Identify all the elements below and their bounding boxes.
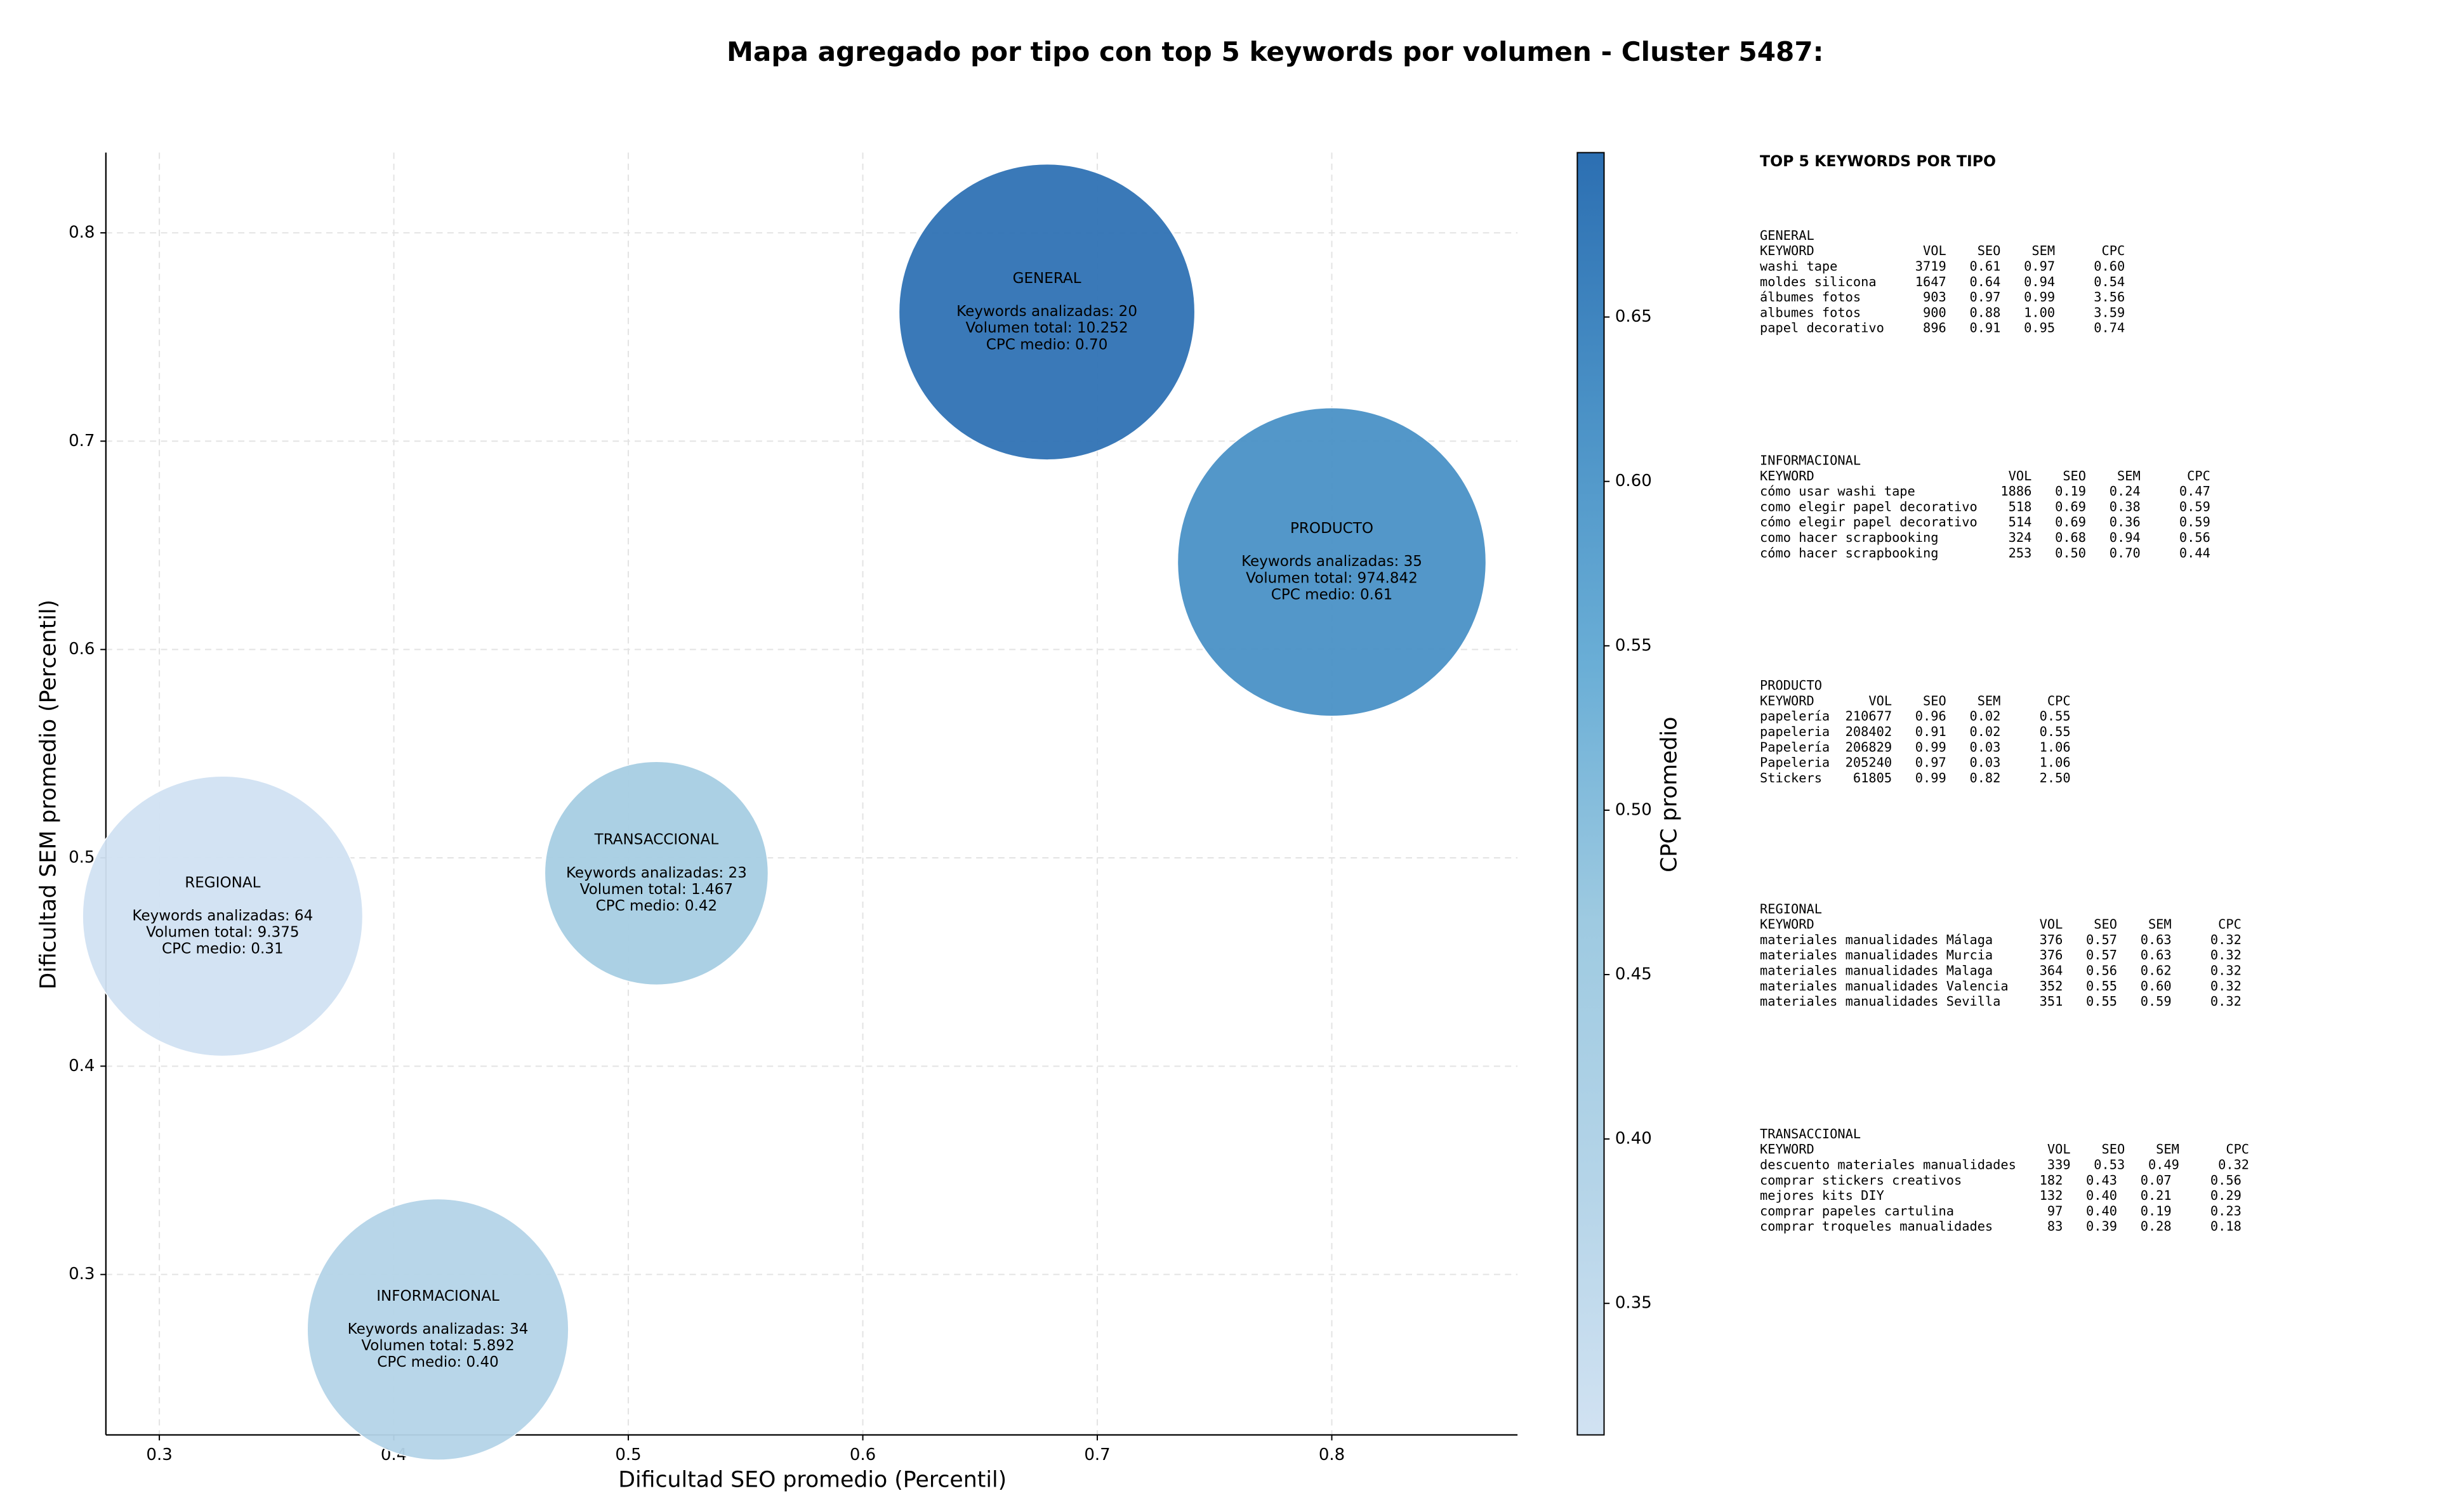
bubble-annotation: Keywords analizadas: 20: [956, 303, 1137, 320]
table-row: Papelería 206829 0.99 0.03 1.06: [1760, 739, 2071, 754]
table-row: albumes fotos 900 0.88 1.00 3.59: [1760, 305, 2125, 320]
bubble: [82, 775, 364, 1057]
table-header: KEYWORD VOL SEO SEM CPC: [1760, 693, 2071, 708]
y-tick-label: 0.5: [69, 848, 95, 867]
bubble-annotation: Keywords analizadas: 23: [566, 865, 747, 881]
section-title: TRANSACCIONAL: [1760, 1126, 1861, 1141]
bubble-annotation: Volumen total: 10.252: [966, 320, 1128, 336]
table-row: papeleria 208402 0.91 0.02 0.55: [1760, 724, 2071, 739]
x-tick-label: 0.6: [850, 1445, 876, 1464]
table-row: materiales manualidades Valencia 352 0.5…: [1760, 978, 2242, 994]
table-row: papelería 210677 0.96 0.02 0.55: [1760, 709, 2071, 724]
colorbar-tick-label: 0.60: [1615, 471, 1652, 490]
bubble-annotation: CPC medio: 0.70: [986, 336, 1108, 353]
bubble: [898, 163, 1196, 461]
colorbar-tick-label: 0.65: [1615, 307, 1652, 326]
colorbar-tick-label: 0.50: [1615, 800, 1652, 819]
colorbar-tick-label: 0.35: [1615, 1294, 1652, 1313]
bubble-label: INFORMACIONAL: [376, 1288, 499, 1305]
bubble: [307, 1198, 569, 1461]
table-row: álbumes fotos 903 0.97 0.99 3.56: [1760, 289, 2125, 305]
bubble-annotation: Volumen total: 1.467: [580, 881, 733, 898]
colorbar-tick-label: 0.45: [1615, 965, 1652, 984]
table-row: materiales manualidades Málaga 376 0.57 …: [1760, 932, 2242, 947]
table-row: Papeleria 205240 0.97 0.03 1.06: [1760, 755, 2071, 770]
x-tick-label: 0.3: [146, 1445, 172, 1464]
bubble-annotation: CPC medio: 0.31: [162, 940, 284, 957]
table-row: materiales manualidades Sevilla 351 0.55…: [1760, 994, 2242, 1009]
table-row: comprar papeles cartulina 97 0.40 0.19 0…: [1760, 1203, 2242, 1218]
table-row: como hacer scrapbooking 324 0.68 0.94 0.…: [1760, 530, 2210, 545]
x-tick-label: 0.8: [1319, 1445, 1345, 1464]
x-axis-label: Dificultad SEO promedio (Percentil): [618, 1467, 1007, 1492]
table-header: KEYWORD VOL SEO SEM CPC: [1760, 243, 2125, 258]
section-title: GENERAL: [1760, 228, 1814, 243]
table-row: mejores kits DIY 132 0.40 0.21 0.29: [1760, 1188, 2242, 1203]
colorbar: [1576, 152, 1605, 1436]
chart-title: Mapa agregado por tipo con top 5 keyword…: [727, 36, 1824, 67]
table-header: KEYWORD VOL SEO SEM CPC: [1760, 468, 2210, 483]
bubble-label: PRODUCTO: [1290, 520, 1373, 537]
x-tick-label: 0.5: [615, 1445, 641, 1464]
section-title: PRODUCTO: [1760, 678, 1822, 693]
bubble-label: GENERAL: [1013, 270, 1081, 287]
table-header: KEYWORD VOL SEO SEM CPC: [1760, 1141, 2249, 1157]
y-tick-label: 0.8: [69, 223, 95, 242]
table-row: como elegir papel decorativo 518 0.69 0.…: [1760, 499, 2210, 514]
bubble-annotation: CPC medio: 0.61: [1271, 586, 1393, 603]
bubble-label: TRANSACCIONAL: [594, 832, 719, 848]
bubble-label: REGIONAL: [185, 874, 260, 891]
x-tick-label: 0.7: [1084, 1445, 1110, 1464]
table-row: cómo elegir papel decorativo 514 0.69 0.…: [1760, 515, 2210, 530]
table-row: washi tape 3719 0.61 0.97 0.60: [1760, 259, 2125, 274]
bubble-annotation: Keywords analizadas: 34: [348, 1321, 529, 1338]
y-tick-label: 0.6: [69, 640, 95, 659]
bubble: [544, 761, 769, 986]
table-row: moldes silicona 1647 0.64 0.94 0.54: [1760, 274, 2125, 289]
section-title: INFORMACIONAL: [1760, 453, 1861, 468]
colorbar-tick-label: 0.40: [1615, 1129, 1652, 1148]
bubble-annotation: CPC medio: 0.42: [596, 898, 718, 914]
bubble-annotation: Keywords analizadas: 35: [1241, 553, 1422, 570]
table-row: materiales manualidades Murcia 376 0.57 …: [1760, 947, 2242, 963]
panel-title: TOP 5 KEYWORDS POR TIPO: [1760, 152, 1996, 170]
table-row: cómo usar washi tape 1886 0.19 0.24 0.47: [1760, 483, 2210, 499]
bubble-annotation: Volumen total: 5.892: [361, 1338, 514, 1354]
bubble-annotation: CPC medio: 0.40: [377, 1354, 499, 1371]
bubble-annotation: Volumen total: 9.375: [146, 924, 299, 940]
table-row: comprar troqueles manualidades 83 0.39 0…: [1760, 1219, 2242, 1234]
table-row: materiales manualidades Malaga 364 0.56 …: [1760, 963, 2242, 978]
bubble-annotation: Volumen total: 974.842: [1246, 570, 1418, 586]
y-tick-label: 0.7: [69, 431, 95, 450]
table-row: papel decorativo 896 0.91 0.95 0.74: [1760, 320, 2125, 336]
bubble-annotation: Keywords analizadas: 64: [132, 907, 313, 924]
colorbar-tick-label: 0.55: [1615, 636, 1652, 655]
table-row: Stickers 61805 0.99 0.82 2.50: [1760, 770, 2071, 786]
table-row: descuento materiales manualidades 339 0.…: [1760, 1157, 2249, 1172]
table-row: cómo hacer scrapbooking 253 0.50 0.70 0.…: [1760, 545, 2210, 560]
y-tick-label: 0.3: [69, 1265, 95, 1284]
section-title: REGIONAL: [1760, 901, 1822, 916]
table-row: comprar stickers creativos 182 0.43 0.07…: [1760, 1173, 2242, 1188]
y-axis-label: Dificultad SEM promedio (Percentil): [36, 600, 62, 990]
bubble: [1177, 407, 1487, 717]
y-tick-label: 0.4: [69, 1056, 95, 1075]
table-header: KEYWORD VOL SEO SEM CPC: [1760, 917, 2242, 932]
colorbar-label: CPC promedio: [1657, 717, 1682, 872]
